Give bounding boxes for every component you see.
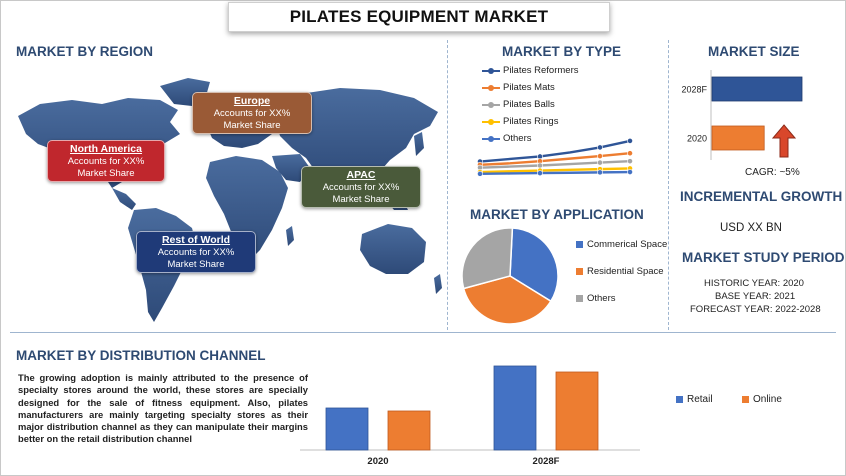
- legend-swatch: [576, 241, 583, 248]
- distribution-bar-online-2028f: [555, 371, 599, 451]
- legend-swatch: [482, 67, 500, 74]
- type-legend-item: Pilates Rings: [482, 116, 558, 127]
- incremental-value: USD XX BN: [720, 222, 782, 234]
- series-point: [597, 153, 603, 159]
- growth-arrow-icon: [772, 124, 796, 158]
- legend-label: Pilates Reformers: [503, 65, 579, 76]
- region-europe: Europe Accounts for XX% Market Share: [192, 92, 312, 134]
- series-point: [597, 159, 603, 166]
- application-legend-item: Commerical Space: [576, 239, 667, 250]
- region-name: Europe: [233, 95, 271, 107]
- region-share-label: Market Share: [167, 259, 225, 270]
- world-map: North America Accounts for XX% Market Sh…: [10, 64, 446, 334]
- legend-label: Residential Space: [587, 266, 664, 277]
- region-share-label: Market Share: [332, 194, 390, 205]
- type-legend-item: Pilates Balls: [482, 99, 555, 110]
- base-year: BASE YEAR: 2021: [715, 291, 796, 302]
- region-name: Rest of World: [161, 234, 231, 246]
- page-title: PILATES EQUIPMENT MARKET: [289, 7, 549, 26]
- region-north-america: North America Accounts for XX% Market Sh…: [47, 140, 165, 182]
- distribution-section-title: MARKET BY DISTRIBUTION CHANNEL: [16, 348, 266, 363]
- cagr-label: CAGR: ~5%: [745, 167, 800, 178]
- application-legend-item: Residential Space: [576, 266, 664, 277]
- legend-swatch: [576, 295, 583, 302]
- world-map-icon: [18, 78, 442, 322]
- legend-label: Retail: [687, 394, 713, 405]
- series-point: [537, 162, 543, 169]
- distribution-bar-retail-2020: [325, 407, 369, 451]
- distribution-tick-label: 2028F: [533, 456, 560, 467]
- divider-region-type: [447, 40, 448, 330]
- size-section-title: MARKET SIZE: [708, 44, 800, 59]
- region-share: Accounts for XX%: [322, 182, 400, 193]
- series-line-pilates-rings: [479, 167, 631, 174]
- series-point: [627, 150, 633, 157]
- pie-slice-others: [461, 227, 514, 290]
- legend-swatch: [742, 396, 749, 403]
- region-section-title: MARKET BY REGION: [16, 44, 154, 59]
- distribution-bar-retail-2028f: [493, 365, 537, 451]
- type-line-chart: [477, 137, 633, 177]
- title-box: PILATES EQUIPMENT MARKET: [228, 2, 610, 32]
- legend-swatch: [576, 268, 583, 275]
- size-bar-2020: [711, 125, 765, 151]
- series-point: [627, 169, 633, 175]
- type-legend-item: Pilates Reformers: [482, 65, 579, 76]
- series-line-others: [479, 170, 631, 176]
- series-line-pilates-reformers: [479, 139, 631, 163]
- legend-label: Online: [753, 394, 782, 405]
- legend-swatch: [676, 396, 683, 403]
- region-share-label: Market Share: [77, 168, 135, 179]
- application-legend-item: Others: [576, 293, 616, 304]
- divider-type-size: [668, 40, 669, 330]
- series-line-pilates-balls: [479, 159, 631, 169]
- pie-slice-residential-space: [462, 275, 552, 325]
- region-share: Accounts for XX%: [157, 247, 235, 258]
- series-point: [537, 170, 543, 177]
- region-name: APAC: [346, 169, 376, 181]
- legend-swatch: [482, 84, 500, 91]
- forecast-year: FORECAST YEAR: 2022-2028: [690, 304, 821, 315]
- application-pie-chart: [461, 227, 559, 325]
- distribution-description: The growing adoption is mainly attribute…: [18, 372, 308, 445]
- size-bar-chart: 2028F 2020: [681, 70, 803, 160]
- region-share-label: Market Share: [223, 120, 281, 131]
- series-line-pilates-mats: [479, 152, 631, 166]
- series-point: [627, 137, 633, 144]
- legend-label: Pilates Rings: [503, 116, 559, 127]
- type-section-title: MARKET BY TYPE: [502, 44, 622, 59]
- legend-label: Others: [503, 133, 532, 144]
- series-point: [477, 170, 483, 177]
- region-share: Accounts for XX%: [67, 156, 145, 167]
- distribution-legend-item: Retail: [676, 394, 713, 405]
- region-rest-of-world: Rest of World Accounts for XX% Market Sh…: [136, 231, 256, 273]
- distribution-tick-label: 2020: [367, 456, 388, 467]
- region-apac: APAC Accounts for XX% Market Share: [301, 166, 421, 208]
- incremental-section-title: INCREMENTAL GROWTH: [680, 189, 843, 204]
- legend-label: Others: [587, 293, 616, 304]
- divider-horizontal: [10, 332, 836, 333]
- size-bar-2028f: [711, 76, 803, 102]
- series-point: [597, 169, 603, 176]
- historic-year: HISTORIC YEAR: 2020: [704, 278, 804, 289]
- size-tick-label: 2020: [687, 134, 707, 144]
- study-section-title: MARKET STUDY PERIOD: [682, 250, 845, 265]
- distribution-legend-item: Online: [742, 394, 782, 405]
- legend-swatch: [482, 135, 500, 142]
- region-name: North America: [70, 143, 142, 155]
- application-section-title: MARKET BY APPLICATION: [470, 207, 644, 222]
- legend-label: Pilates Balls: [503, 99, 555, 110]
- type-legend-item: Others: [482, 133, 532, 144]
- legend-label: Pilates Mats: [503, 82, 555, 93]
- series-point: [597, 144, 603, 151]
- series-point: [627, 158, 633, 165]
- legend-label: Commerical Space: [587, 239, 668, 250]
- legend-swatch: [482, 101, 500, 108]
- distribution-bar-online-2020: [387, 410, 431, 451]
- size-tick-label: 2028F: [681, 85, 707, 95]
- region-share: Accounts for XX%: [213, 108, 291, 119]
- type-legend-item: Pilates Mats: [482, 82, 555, 93]
- distribution-bar-chart: 2020 2028F: [300, 365, 640, 467]
- legend-swatch: [482, 118, 500, 125]
